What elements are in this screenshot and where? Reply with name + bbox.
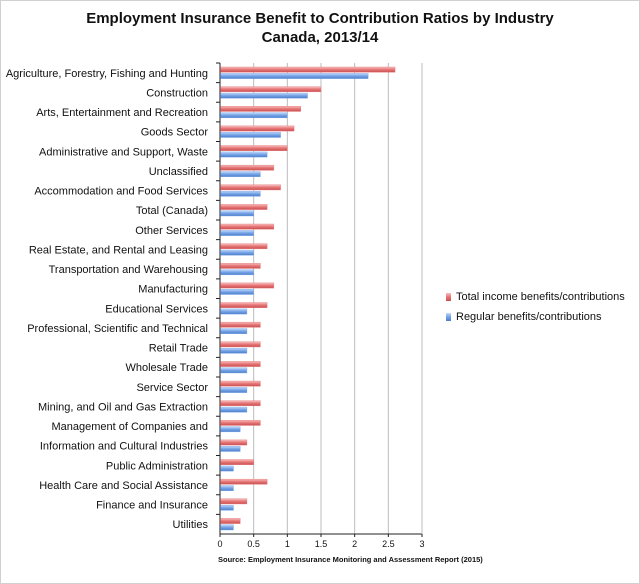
category-label: Public Administration bbox=[106, 460, 208, 472]
bar-regular bbox=[220, 249, 254, 256]
bar-regular bbox=[220, 485, 234, 491]
legend-swatch-total-income bbox=[446, 293, 451, 301]
chart-title: Employment Insurance Benefit to Contribu… bbox=[86, 10, 554, 27]
bar-regular bbox=[220, 524, 234, 531]
bar-regular bbox=[220, 151, 268, 158]
category-label: Other Services bbox=[135, 225, 208, 237]
bars bbox=[220, 66, 396, 531]
x-tick-label: 2 bbox=[352, 539, 357, 549]
category-label: Mining, and Oil and Gas Extraction bbox=[38, 401, 208, 413]
bar-regular bbox=[220, 112, 288, 119]
category-label: Construction bbox=[146, 87, 208, 99]
bar-total-income bbox=[220, 106, 302, 112]
bar-total-income bbox=[220, 66, 396, 73]
bar-total-income bbox=[220, 282, 275, 289]
legend-label-regular: Regular benefits/contributions bbox=[456, 311, 602, 323]
category-label: Administrative and Support, Waste bbox=[39, 146, 208, 158]
bar-regular bbox=[220, 446, 241, 452]
category-label: Professional, Scientific and Technical bbox=[27, 323, 208, 335]
x-tick-label: 2.5 bbox=[382, 539, 395, 549]
category-label: Goods Sector bbox=[141, 127, 209, 139]
bar-total-income bbox=[220, 400, 261, 407]
bar-regular bbox=[220, 210, 254, 217]
category-label: Manufacturing bbox=[138, 284, 208, 296]
bar-regular bbox=[220, 347, 248, 354]
category-label: Utilities bbox=[173, 519, 209, 531]
bar-total-income bbox=[220, 498, 248, 505]
bar-total-income bbox=[220, 184, 281, 191]
category-label: Real Estate, and Rental and Leasing bbox=[29, 244, 208, 256]
bar-regular bbox=[220, 230, 254, 236]
legend-swatch-regular bbox=[446, 313, 451, 321]
bar-total-income bbox=[220, 302, 268, 308]
bar-total-income bbox=[220, 223, 275, 230]
bar-regular bbox=[220, 289, 254, 295]
bar-regular bbox=[220, 269, 254, 276]
bar-regular bbox=[220, 387, 248, 393]
category-label: Unclassified bbox=[149, 166, 208, 178]
category-label: Wholesale Trade bbox=[125, 362, 208, 374]
bar-total-income bbox=[220, 478, 268, 485]
bar-regular bbox=[220, 465, 234, 472]
category-label: Finance and Insurance bbox=[96, 500, 208, 512]
legend: Total income benefits/contributions Regul… bbox=[446, 291, 625, 323]
category-label: Educational Services bbox=[105, 303, 208, 315]
category-label: Total (Canada) bbox=[136, 205, 208, 217]
category-label: Transportation and Warehousing bbox=[49, 264, 208, 276]
bar-total-income bbox=[220, 86, 322, 93]
bar-total-income bbox=[220, 243, 268, 250]
bar-regular bbox=[220, 328, 248, 334]
bar-total-income bbox=[220, 204, 268, 210]
category-label: Health Care and Social Assistance bbox=[39, 480, 208, 492]
category-label: Accommodation and Food Services bbox=[34, 186, 208, 198]
bar-regular bbox=[220, 426, 241, 433]
category-label: Management of Companies and bbox=[51, 421, 208, 433]
bar-total-income bbox=[220, 125, 295, 132]
bar-total-income bbox=[220, 321, 261, 328]
bar-total-income bbox=[220, 341, 261, 348]
bar-total-income bbox=[220, 164, 275, 171]
bar-regular bbox=[220, 406, 248, 413]
bar-total-income bbox=[220, 361, 261, 367]
category-labels: Agriculture, Forestry, Fishing and Hunti… bbox=[6, 62, 220, 531]
bar-total-income bbox=[220, 263, 261, 269]
source-note: Source: Employment Insurance Monitoring … bbox=[218, 555, 483, 564]
bar-regular bbox=[220, 190, 261, 197]
x-tick-label: 1.5 bbox=[315, 539, 328, 549]
legend-label-total-income: Total income benefits/contributions bbox=[456, 291, 625, 303]
bar-regular bbox=[220, 308, 248, 315]
category-label: Arts, Entertainment and Recreation bbox=[36, 107, 208, 119]
bar-regular bbox=[220, 73, 369, 79]
bar-regular bbox=[220, 367, 248, 374]
x-tick-label: 0 bbox=[217, 539, 222, 549]
bar-regular bbox=[220, 504, 234, 511]
bar-regular bbox=[220, 92, 308, 99]
x-tick-label: 3 bbox=[419, 539, 424, 549]
bar-total-income bbox=[220, 145, 288, 151]
category-label: Information and Cultural Industries bbox=[40, 441, 209, 453]
category-label: Retail Trade bbox=[149, 343, 208, 355]
x-tick-label: 1 bbox=[285, 539, 290, 549]
x-tick-label: 0.5 bbox=[247, 539, 260, 549]
bar-total-income bbox=[220, 439, 248, 446]
bar-total-income bbox=[220, 518, 241, 524]
category-label: Agriculture, Forestry, Fishing and Hunti… bbox=[6, 68, 208, 80]
x-tick-labels: 0 0.5 1 1.5 2 2.5 3 bbox=[217, 534, 425, 549]
bar-regular bbox=[220, 171, 261, 177]
bar-total-income bbox=[220, 380, 261, 387]
bar-total-income bbox=[220, 459, 254, 465]
bar-regular bbox=[220, 132, 281, 138]
category-label: Service Sector bbox=[136, 382, 208, 394]
bar-total-income bbox=[220, 420, 261, 426]
chart-subtitle: Canada, 2013/14 bbox=[261, 29, 379, 46]
